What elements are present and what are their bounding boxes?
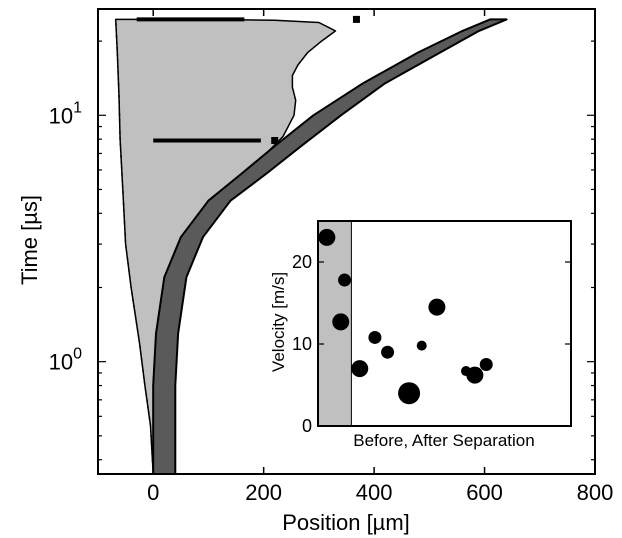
inset-y-axis-title: Velocity [m/s] <box>269 272 288 372</box>
y-tick-label: 101 <box>49 99 82 128</box>
inset-plot: 0 10 20 Before, After Separation Velocity … <box>269 220 572 450</box>
velocity-point <box>398 382 421 405</box>
main-axes-frame <box>97 8 596 475</box>
y-axis-title: Time [µs] <box>17 195 42 285</box>
velocity-point <box>332 313 350 331</box>
velocity-point <box>368 330 382 344</box>
x-tick-label: 400 <box>356 480 393 505</box>
y-tick-label: 100 <box>49 346 82 375</box>
inset-y-tick-label: 20 <box>292 252 312 272</box>
light-gray-region <box>114 18 337 474</box>
inset-background <box>318 221 571 426</box>
velocity-point <box>416 340 427 351</box>
x-axis-title: Position [µm] <box>282 510 410 535</box>
velocity-point <box>381 345 395 359</box>
velocity-point <box>338 273 352 287</box>
annotation-square-marker <box>271 137 279 145</box>
velocity-point <box>351 360 369 378</box>
x-tick-label: 200 <box>245 480 282 505</box>
velocity-point <box>428 298 446 316</box>
annotation-square-marker <box>352 15 360 23</box>
velocity-point <box>466 366 484 384</box>
dark-gray-band <box>152 18 508 474</box>
inset-y-tick-label: 0 <box>302 416 312 436</box>
x-tick-label: 600 <box>466 480 503 505</box>
x-tick-label: 800 <box>577 480 614 505</box>
inset-axes-frame <box>317 220 572 427</box>
velocity-point <box>479 358 493 371</box>
inset-x-axis-title: Before, After Separation <box>353 431 534 450</box>
inset-y-tick-label: 10 <box>292 334 312 354</box>
x-tick-label: 0 <box>147 480 159 505</box>
velocity-point <box>318 228 336 246</box>
